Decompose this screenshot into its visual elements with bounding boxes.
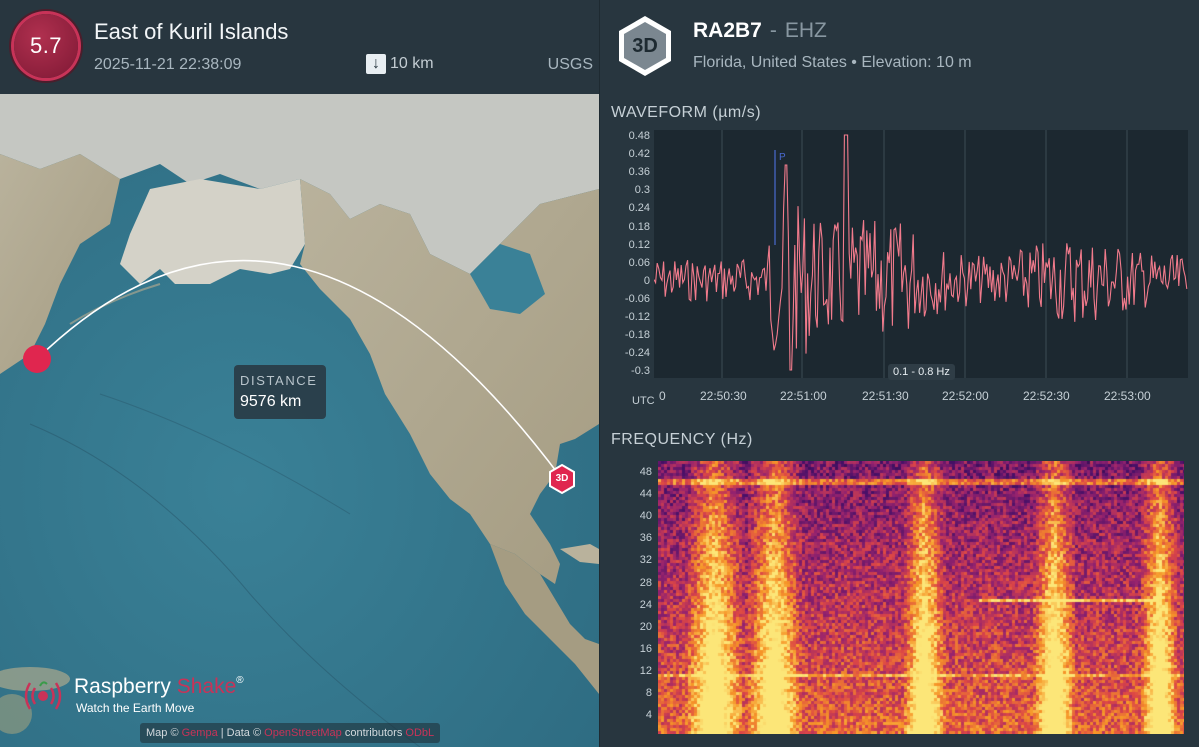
spectrogram[interactable] [658,461,1184,734]
waveform-y-tick: 0.06 [628,256,650,269]
magnitude-badge[interactable]: 5.7 [14,14,78,78]
distance-value: 9576 km [240,393,302,410]
raspberry-shake-logo[interactable]: Raspberry Shake® Watch the Earth Move [22,672,282,722]
waveform-y-tick: -0.3 [631,365,650,378]
station-3d-badge[interactable]: 3D [617,14,673,78]
shake-logo-icon [24,681,62,710]
event-header: 5.7 East of Kuril Islands 2025-11-21 22:… [0,0,599,94]
frequency-y-tick: 4 [645,709,652,722]
station-marker-label[interactable]: 3D [555,473,569,484]
station-code: RA2B7 [693,19,762,42]
frequency-y-tick: 48 [639,466,652,478]
waveform-y-tick: 0.42 [628,148,650,161]
utc-label: UTC [632,395,655,407]
frequency-y-tick: 40 [639,510,652,523]
brand-tagline: Watch the Earth Move [76,701,195,715]
waveform-graphic: P [653,130,1188,378]
hexagon-icon [619,16,671,76]
world-map[interactable]: 3D [0,94,599,747]
waveform-trace [653,134,1188,371]
spectrogram-canvas [658,461,1184,734]
attribution-suffix: contributors [341,727,406,739]
waveform-y-tick: 0.36 [628,166,650,179]
waveform-y-tick: -0.24 [624,347,650,360]
event-depth: ↓ 10 km [366,54,434,74]
waveform-y-tick: 0.24 [628,202,650,215]
event-source[interactable]: USGS [547,56,593,73]
waveform-x-tick: 22:51:30 [862,389,909,403]
waveform-y-tick: 0 [643,274,650,287]
station-line: RA2B7- EHZ [693,19,827,43]
waveform-x-tick: 22:52:00 [942,389,989,403]
event-datetime: 2025-11-21 22:38:09 [94,56,242,73]
waveform-y-tick: -0.18 [624,329,650,342]
waveform-y-tick: 0.12 [628,238,650,251]
attribution-prefix: Map © [146,727,182,739]
waveform-y-tick: 0.3 [634,184,650,197]
depth-value: 10 km [390,55,434,72]
map-attribution: Map © Gempa | Data © OpenStreetMap contr… [140,723,441,743]
attribution-link-osm[interactable]: OpenStreetMap [264,727,342,739]
p-wave-label: P [779,152,786,163]
station-badge-label: 3D [632,35,658,57]
brand-name: Raspberry Shake® [74,675,244,699]
frequency-y-tick: 24 [639,598,652,611]
event-title: East of Kuril Islands [94,19,289,44]
waveform-x-tick: 22:50:30 [700,389,747,403]
frequency-y-tick: 16 [639,642,652,655]
waveform-y-tick: 0.48 [628,130,650,142]
frequency-title: FREQUENCY (Hz) [611,431,753,448]
frequency-y-tick: 36 [639,532,652,545]
attribution-middle: | Data © [217,727,265,739]
waveform-plot[interactable]: P [653,130,1188,378]
panel-divider [599,0,600,747]
waveform-y-tick: 0.18 [628,220,650,233]
brand-name-part1: Raspberry [74,675,177,698]
frequency-y-tick: 28 [639,576,652,589]
filter-band-badge: 0.1 - 0.8 Hz [888,364,955,380]
brand-name-part2: Shake [176,675,237,698]
station-location: Florida, United States • Elevation: 10 m [693,54,972,71]
station-channel: EHZ [784,19,827,42]
frequency-y-tick: 8 [645,687,652,699]
attribution-link-gempa[interactable]: Gempa [181,727,218,739]
station-separator: - [769,19,777,42]
waveform-x-tick: 0 [659,389,666,403]
distance-label: DISTANCE [240,373,318,388]
frequency-y-tick: 32 [639,554,652,567]
map-graphic [0,94,599,747]
waveform-y-tick: -0.12 [624,311,650,323]
waveform-title: WAVEFORM (µm/s) [611,104,762,121]
attribution-link-odbl[interactable]: ODbL [405,727,435,739]
waveform-x-tick: 22:52:30 [1023,389,1070,403]
frequency-y-tick: 20 [639,620,652,633]
frequency-y-tick: 44 [639,488,652,501]
waveform-y-tick: -0.06 [624,292,650,305]
frequency-y-tick: 12 [639,664,652,677]
waveform-x-tick: 22:51:00 [780,389,827,403]
registered-mark: ® [236,675,244,686]
arrow-down-icon: ↓ [366,54,386,74]
waveform-x-tick: 22:53:00 [1104,389,1151,403]
distance-box: DISTANCE 9576 km [234,365,326,419]
